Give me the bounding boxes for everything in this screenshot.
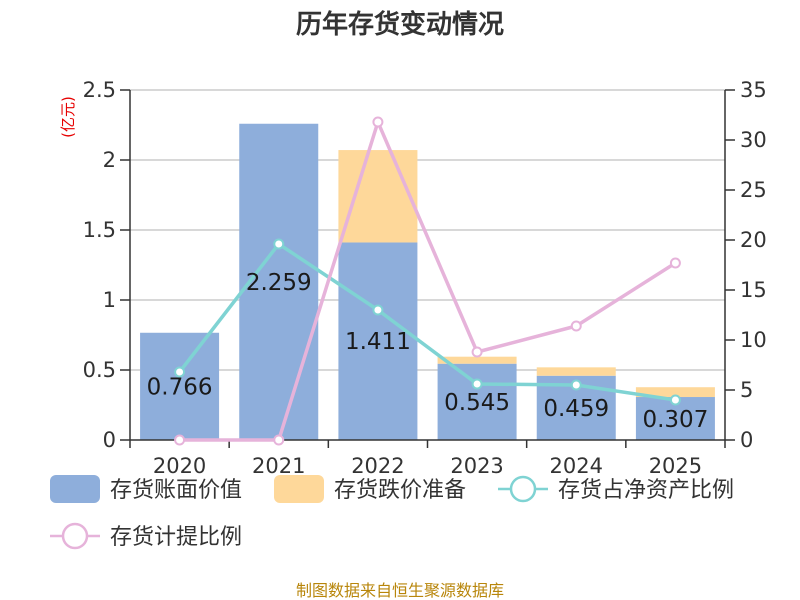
legend-swatch [274,475,324,503]
x-axis-tick-label: 2020 [153,454,206,478]
chart-title: 历年存货变动情况 [296,9,504,40]
bar-value-label: 2.259 [246,270,312,296]
point-存货计提比例 [273,434,285,446]
x-axis-tick-label: 2022 [351,454,404,478]
point-存货占净资产比例 [372,304,384,316]
left-axis-tick-label: 0.5 [83,358,116,382]
line-存货占净资产比例 [178,242,676,402]
left-axis-tick-label: 2 [103,148,116,172]
left-axis-tick-label: 0 [103,428,116,452]
bar-value-label: 0.766 [147,374,213,400]
x-axis-tick-label: 2023 [450,454,503,478]
bar-存货账面价值 [437,363,517,440]
bar-存货跌价准备 [635,387,715,398]
point-存货计提比例 [471,346,483,358]
line-存货计提比例 [179,120,677,442]
right-axis-tick-label: 0 [740,428,753,452]
point-存货占净资产比例 [471,378,483,390]
x-axis-tick-label: 2024 [550,454,603,478]
point-存货占净资产比例 [669,394,681,406]
x-axis-tick-label: 2021 [252,454,305,478]
source-note: 制图数据来自恒生聚源数据库 [296,581,504,600]
legend-label: 存货计提比例 [110,525,242,550]
point-存货计提比例 [174,434,186,446]
bars [140,123,715,441]
right-axis-unit: % [796,85,800,99]
point-存货计提比例 [570,320,582,332]
legend-label: 存货占净资产比例 [558,478,734,503]
right-axis-tick-label: 20 [740,228,767,252]
right-axis-tick-label: 10 [740,328,767,352]
point-存货计提比例 [372,116,384,128]
bar-存货账面价值 [239,123,319,441]
bar-存货账面价值 [338,242,418,440]
left-axis-unit: (亿元) [59,96,77,138]
line-series [174,116,681,446]
right-axis-tick-label: 5 [740,378,753,402]
bar-value-label: 0.459 [543,396,609,422]
bar-value-label: 1.411 [345,329,411,355]
right-axis-tick-label: 30 [740,128,767,152]
left-axis-tick-label: 2.5 [83,78,116,102]
bar-存货跌价准备 [437,356,517,364]
legend-label: 存货跌价准备 [334,478,466,503]
legend-label: 存货账面价值 [110,478,242,503]
grid-lines [130,89,725,371]
left-axis-tick-label: 1.5 [83,218,116,242]
legend-marker [509,475,537,503]
right-axis-tick-label: 35 [740,78,767,102]
x-axis-tick-label: 2025 [649,454,702,478]
data-labels: 0.766 2.259 1.411 0.545 0.459 0.307 [147,270,709,433]
right-axis-tick-label: 25 [740,178,767,202]
bar-存货跌价准备 [536,367,616,376]
point-存货占净资产比例 [174,366,186,378]
left-axis-tick-label: 1 [103,288,116,312]
bar-存货账面价值 [140,332,220,440]
point-存货占净资产比例 [273,238,285,250]
bar-存货跌价准备 [338,150,418,243]
legend-marker [61,522,89,550]
point-存货计提比例 [669,257,681,269]
point-存货占净资产比例 [570,379,582,391]
bar-value-label: 0.307 [642,407,708,433]
bar-value-label: 0.545 [444,390,510,416]
right-axis-tick-label: 15 [740,278,767,302]
legend-swatch [50,475,100,503]
